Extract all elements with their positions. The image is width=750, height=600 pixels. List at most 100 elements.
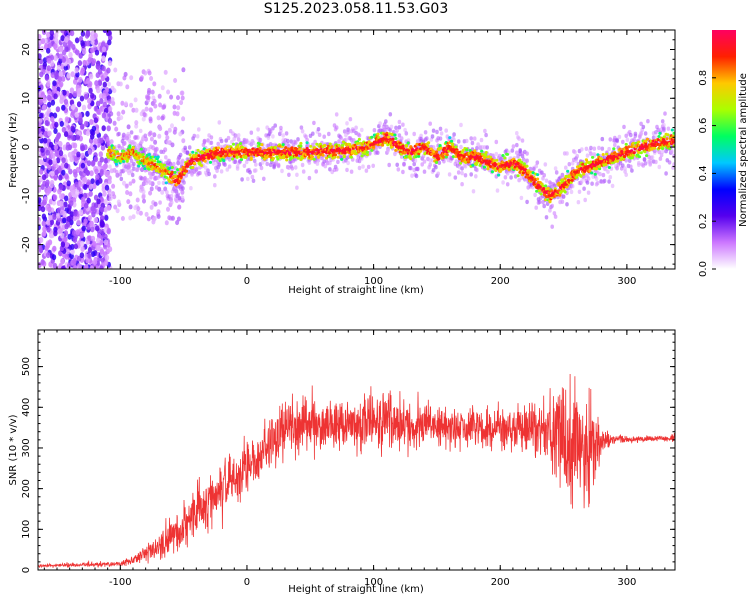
heat-cell: [53, 174, 58, 181]
heat-cell: [543, 162, 548, 167]
heat-cell: [250, 174, 255, 180]
heat-cell: [262, 176, 266, 181]
heat-cell: [561, 194, 566, 199]
heat-cell: [532, 166, 536, 172]
heat-cell: [428, 162, 433, 167]
heat-cell: [660, 119, 665, 124]
heat-cell: [143, 70, 148, 76]
heat-cell: [148, 116, 153, 122]
heat-cell: [38, 244, 43, 250]
chart-title: S125.2023.058.11.53.G03: [263, 1, 449, 17]
heat-peak: [572, 170, 579, 174]
heat-cell: [417, 154, 421, 158]
heat-cell: [101, 112, 107, 119]
heat-cell: [209, 140, 214, 145]
heat-cell: [148, 107, 153, 113]
heat-cell: [116, 152, 120, 156]
heat-cell: [172, 104, 177, 110]
heat-cell: [608, 137, 613, 142]
heat-cell: [607, 146, 611, 152]
heat-cell: [131, 146, 135, 150]
heat-cell: [281, 133, 286, 138]
heat-cell: [39, 71, 44, 78]
heat-cell: [391, 137, 395, 141]
heat-peak: [305, 150, 312, 154]
heat-cell: [54, 121, 59, 128]
heat-cell: [414, 173, 419, 179]
heat-cell: [173, 78, 178, 83]
heat-cell: [495, 158, 499, 162]
heat-cell: [134, 123, 139, 129]
heat-cell: [307, 160, 312, 165]
heat-cell: [413, 158, 418, 163]
heat-peak: [432, 154, 439, 158]
heat-cell: [463, 173, 468, 178]
heat-cell: [622, 124, 626, 130]
heat-cell: [50, 170, 55, 177]
heat-cell: [654, 159, 658, 165]
heat-cell: [515, 150, 519, 155]
heat-cell: [604, 163, 608, 166]
heat-cell: [216, 146, 221, 150]
heat-cell: [59, 81, 64, 88]
heat-cell: [94, 265, 99, 269]
heat-cell: [64, 241, 70, 248]
heat-cell: [46, 226, 51, 233]
heat-cell: [40, 259, 45, 265]
heat-cell: [78, 76, 83, 83]
heat-cell: [38, 121, 42, 128]
heat-cell: [203, 165, 208, 170]
heat-cell: [475, 146, 479, 151]
heat-cell: [289, 139, 294, 144]
heat-cell: [617, 134, 622, 140]
heat-peak: [221, 150, 228, 154]
heat-cell: [111, 183, 116, 189]
heat-cell: [387, 162, 392, 168]
heat-cell: [293, 165, 298, 170]
heat-cell: [131, 214, 136, 220]
heat-cell: [144, 106, 149, 112]
heat-cell: [598, 171, 602, 177]
heat-cell: [602, 178, 607, 184]
heat-cell: [41, 94, 46, 101]
heat-cell: [65, 221, 71, 228]
heat-cell: [109, 139, 114, 145]
heat-cell: [95, 63, 101, 70]
heat-cell: [581, 162, 585, 166]
heat-cell: [226, 135, 231, 141]
heat-cell: [173, 170, 177, 174]
heat-cell: [87, 97, 92, 104]
heat-cell: [650, 155, 655, 160]
heat-cell: [85, 30, 91, 37]
heat-cell: [621, 139, 625, 145]
heat-cell: [149, 186, 154, 192]
heat-cell: [129, 75, 134, 81]
heat-cell: [637, 162, 641, 167]
heat-cell: [58, 57, 63, 64]
heat-cell: [96, 244, 101, 251]
heat-peak: [233, 150, 240, 154]
heat-cell: [138, 210, 143, 216]
heat-cell: [364, 168, 369, 173]
heat-cell: [76, 219, 81, 226]
heat-cell: [176, 105, 181, 111]
heat-cell: [133, 97, 138, 103]
heat-cell: [101, 125, 106, 132]
heat-cell: [38, 197, 42, 204]
heat-peak: [491, 163, 498, 166]
heat-cell: [365, 153, 369, 157]
heat-peak: [247, 150, 254, 154]
heat-cell: [74, 111, 79, 118]
heat-cell: [176, 160, 181, 166]
heat-cell: [85, 110, 90, 117]
heat-cell: [334, 112, 339, 117]
heat-cell: [68, 168, 73, 175]
heat-cell: [89, 170, 94, 177]
heat-cell: [63, 131, 69, 138]
heat-cell: [157, 133, 162, 139]
heat-cell: [376, 150, 380, 155]
heat-cell: [200, 164, 204, 167]
heat-cell: [42, 199, 47, 206]
heat-cell: [164, 220, 169, 226]
heat-cell: [47, 164, 52, 171]
